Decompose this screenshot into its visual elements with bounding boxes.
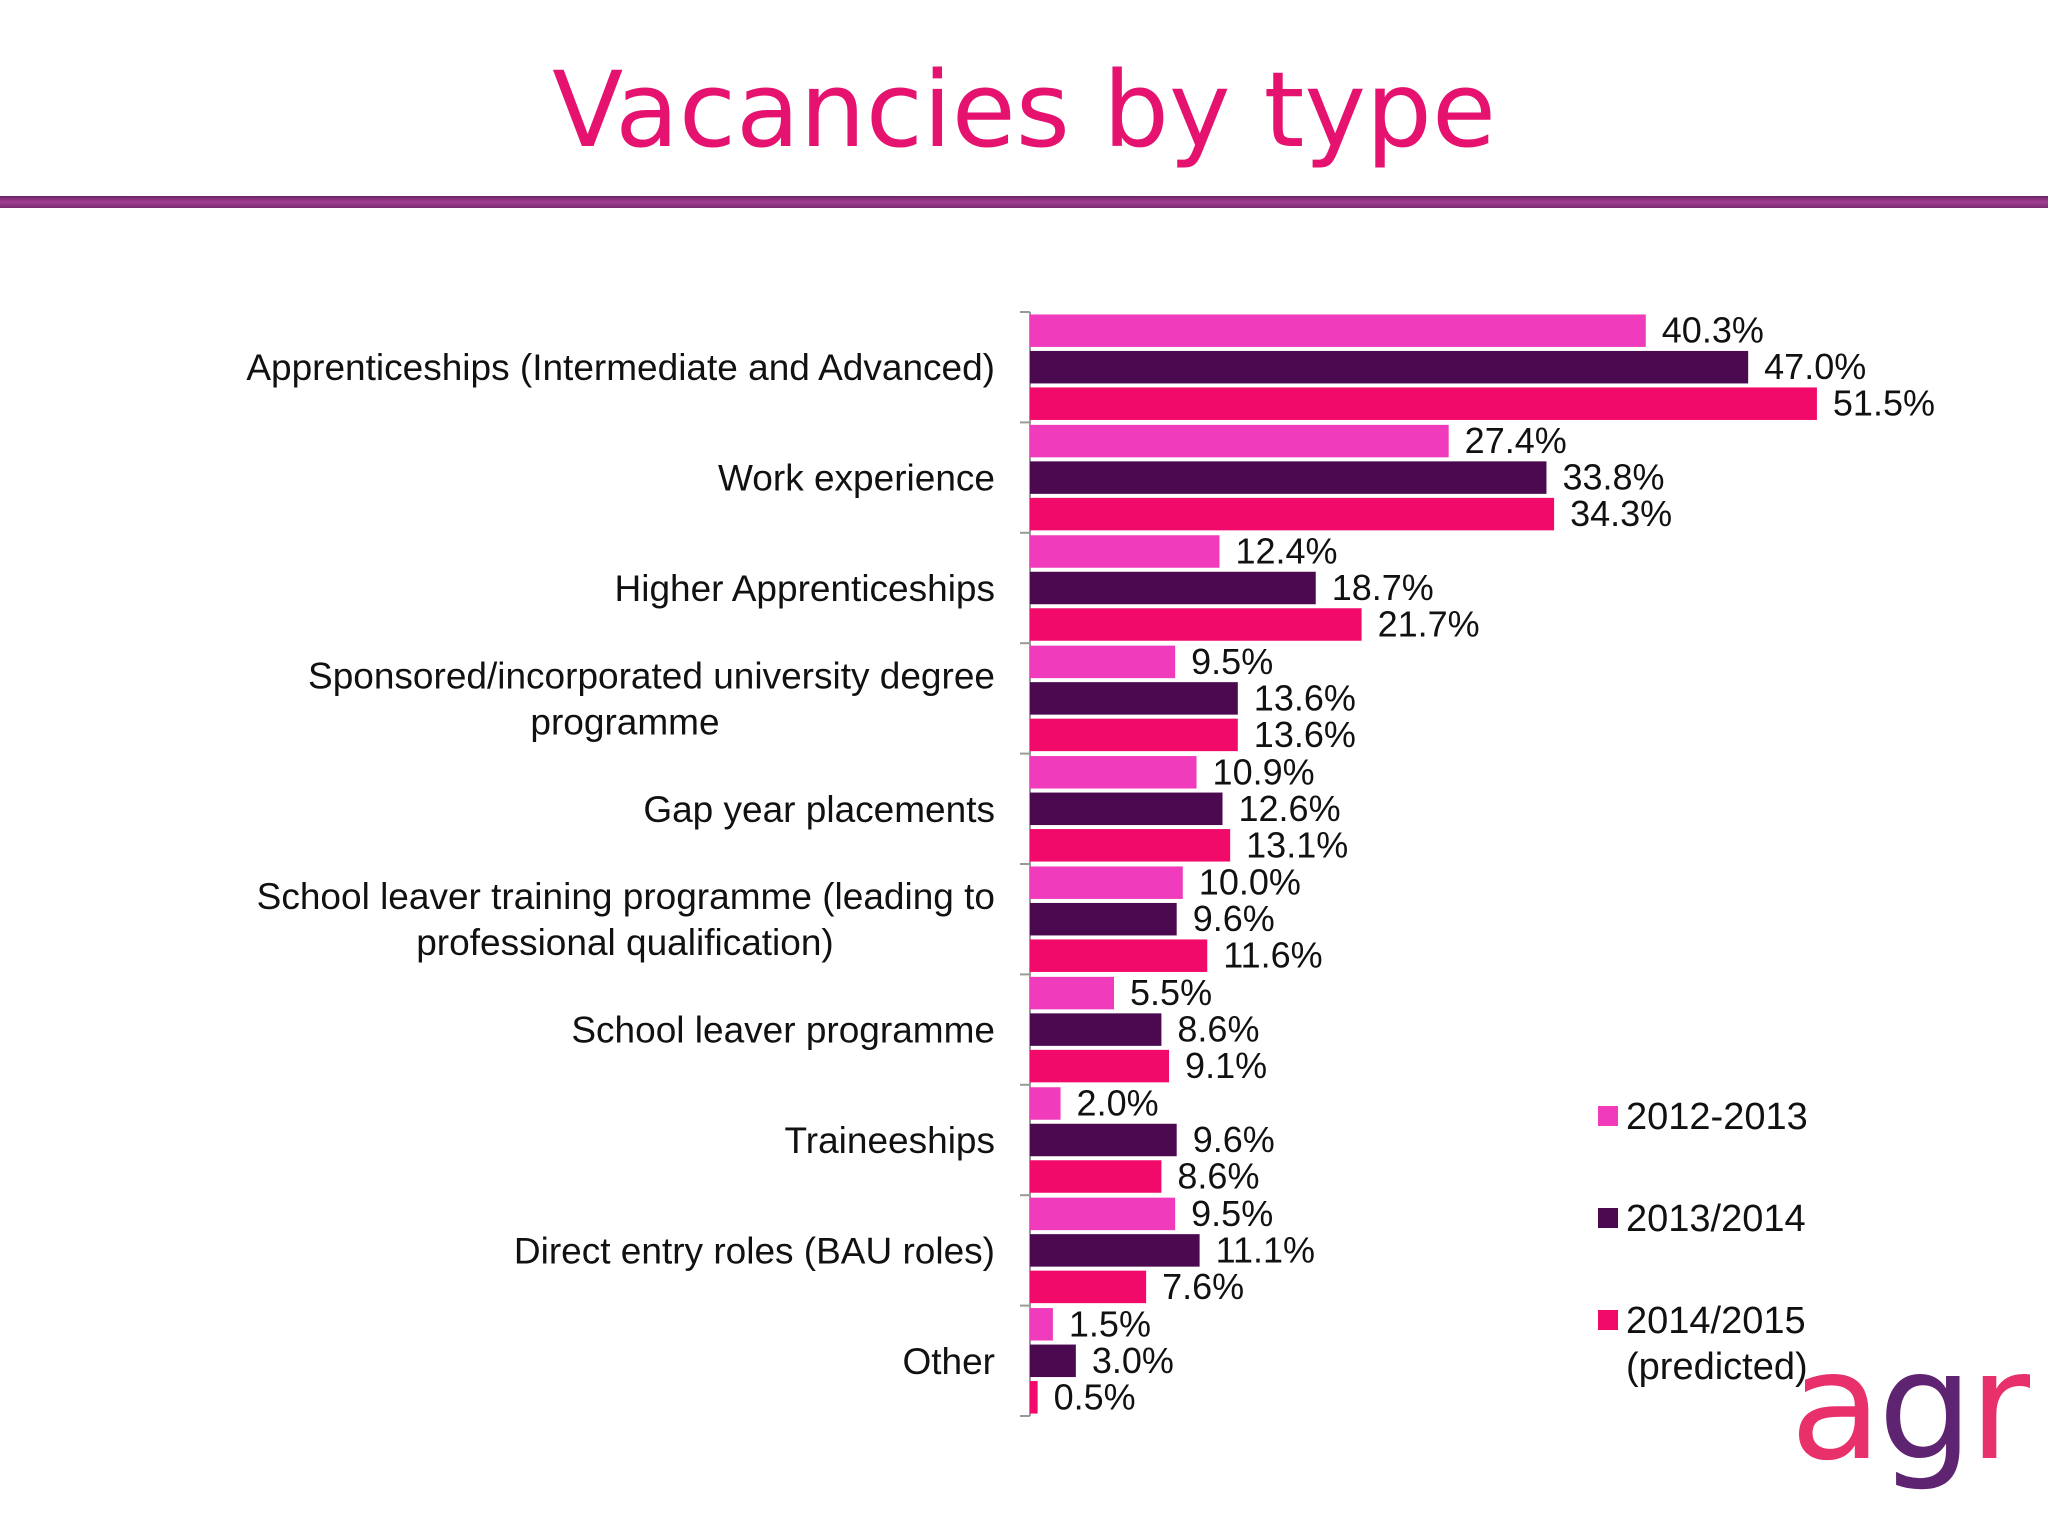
title-divider <box>0 196 2048 208</box>
data-label: 8.6% <box>1177 1156 1259 1197</box>
bar-2014-2015-predicted-direct-entry-roles-bau-roles <box>1030 1270 1147 1304</box>
legend-label-2014-2015: 2014/2015 (predicted) <box>1626 1300 1808 1388</box>
bar-2014-2015-predicted-apprenticeships-intermediate-and-advanced <box>1030 387 1817 420</box>
category-label: Other <box>902 1341 995 1382</box>
data-label: 9.5% <box>1191 641 1273 682</box>
bar-2012-2013-other <box>1030 1308 1053 1341</box>
bars <box>1030 314 1817 1414</box>
bar-2013-2014-other <box>1030 1344 1076 1378</box>
data-label: 12.6% <box>1239 788 1341 829</box>
category-label: Direct entry roles (BAU roles) <box>514 1230 995 1271</box>
bar-2014-2015-predicted-gap-year-placements <box>1030 829 1231 862</box>
data-label: 34.3% <box>1570 493 1672 534</box>
agr-logo: agr <box>1790 1338 2030 1494</box>
data-label: 9.6% <box>1193 898 1275 939</box>
data-label: 18.7% <box>1332 567 1434 608</box>
category-label: School leaver training programme (leadin… <box>257 876 995 963</box>
data-label: 9.5% <box>1191 1193 1273 1234</box>
bar-2013-2014-school-leaver-training-programme-leading-to-professional-qualification <box>1030 902 1177 936</box>
data-label: 5.5% <box>1130 972 1212 1013</box>
data-label: 13.6% <box>1254 714 1356 755</box>
data-label: 9.1% <box>1185 1045 1267 1086</box>
bar-2013-2014-apprenticeships-intermediate-and-advanced <box>1030 350 1749 384</box>
bar-2013-2014-sponsored-incorporated-university-degree-programme <box>1030 682 1238 715</box>
data-label: 51.5% <box>1833 383 1935 424</box>
legend-swatch-2014-2015 <box>1598 1310 1618 1330</box>
bar-2012-2013-direct-entry-roles-bau-roles <box>1030 1197 1176 1231</box>
category-label: Gap year placements <box>643 789 995 830</box>
category-label: School leaver programme <box>571 1010 995 1051</box>
category-label: Sponsored/incorporated university degree… <box>308 655 995 742</box>
category-labels: Apprenticeships (Intermediate and Advanc… <box>246 347 995 1382</box>
data-label: 21.7% <box>1378 604 1480 645</box>
data-label: 13.1% <box>1246 824 1348 865</box>
bar-2014-2015-predicted-work-experience <box>1030 497 1555 531</box>
legend-item-2013-2014: 2013/2014 <box>1598 1196 1806 1242</box>
data-label: 0.5% <box>1054 1376 1136 1417</box>
slide-title: Vacancies by type <box>552 49 1496 171</box>
bar-2014-2015-predicted-school-leaver-training-programme-leading-to-professional-qualification <box>1030 939 1208 972</box>
legend-swatch-2012-2013 <box>1598 1106 1618 1126</box>
bar-2012-2013-school-leaver-programme <box>1030 976 1115 1010</box>
bar-2014-2015-predicted-higher-apprenticeships <box>1030 608 1362 641</box>
data-label: 2.0% <box>1077 1083 1159 1124</box>
bar-2014-2015-predicted-traineeships <box>1030 1160 1162 1193</box>
bar-2013-2014-school-leaver-programme <box>1030 1013 1162 1046</box>
bar-2013-2014-direct-entry-roles-bau-roles <box>1030 1234 1200 1267</box>
data-label: 33.8% <box>1562 457 1664 498</box>
data-label: 10.0% <box>1199 862 1301 903</box>
bar-2012-2013-higher-apprenticeships <box>1030 535 1220 568</box>
data-label: 10.9% <box>1213 751 1315 792</box>
bar-2013-2014-traineeships <box>1030 1123 1177 1157</box>
bar-2014-2015-predicted-school-leaver-programme <box>1030 1049 1170 1083</box>
data-label: 7.6% <box>1162 1266 1244 1307</box>
bar-2013-2014-work-experience <box>1030 461 1547 494</box>
category-label: Traineeships <box>785 1120 995 1161</box>
legend-item-2014-2015: 2014/2015 (predicted) <box>1598 1298 1808 1390</box>
bar-2012-2013-sponsored-incorporated-university-degree-programme <box>1030 645 1176 679</box>
data-label: 13.6% <box>1254 677 1356 718</box>
data-label: 3.0% <box>1092 1340 1174 1381</box>
data-label: 27.4% <box>1465 420 1567 461</box>
bar-2012-2013-work-experience <box>1030 424 1449 458</box>
legend-label-2013-2014: 2013/2014 <box>1626 1198 1806 1240</box>
data-label: 12.4% <box>1235 531 1337 572</box>
bar-2012-2013-gap-year-placements <box>1030 756 1197 789</box>
value-labels: 40.3%47.0%51.5% 27.4%33.8%34.3% 12.4%18.7%… <box>1054 310 1935 1418</box>
bar-2013-2014-gap-year-placements <box>1030 792 1223 826</box>
legend-label-2012-2013: 2012-2013 <box>1626 1096 1808 1138</box>
bar-2014-2015-predicted-sponsored-incorporated-university-degree-programme <box>1030 718 1238 752</box>
data-label: 40.3% <box>1662 310 1764 351</box>
bar-2012-2013-apprenticeships-intermediate-and-advanced <box>1030 314 1646 347</box>
data-label: 47.0% <box>1764 346 1866 387</box>
category-axis <box>1020 311 1031 1417</box>
data-label: 11.6% <box>1223 935 1322 976</box>
bar-2013-2014-higher-apprenticeships <box>1030 571 1316 605</box>
category-label: Higher Apprenticeships <box>615 568 996 609</box>
category-label: Apprenticeships (Intermediate and Advanc… <box>246 347 995 388</box>
data-label: 1.5% <box>1069 1303 1151 1344</box>
data-label: 8.6% <box>1177 1009 1259 1050</box>
data-label: 11.1% <box>1216 1229 1315 1270</box>
agr-logo-text: agr <box>1790 1338 2030 1494</box>
data-label: 9.6% <box>1193 1119 1275 1160</box>
category-label: Work experience <box>718 458 995 499</box>
legend-swatch-2013-2014 <box>1598 1208 1618 1228</box>
bar-2012-2013-traineeships <box>1030 1087 1061 1120</box>
bar-2012-2013-school-leaver-training-programme-leading-to-professional-qualification <box>1030 866 1183 899</box>
legend-item-2012-2013: 2012-2013 <box>1598 1094 1808 1140</box>
bar-2014-2015-predicted-other <box>1030 1381 1038 1414</box>
